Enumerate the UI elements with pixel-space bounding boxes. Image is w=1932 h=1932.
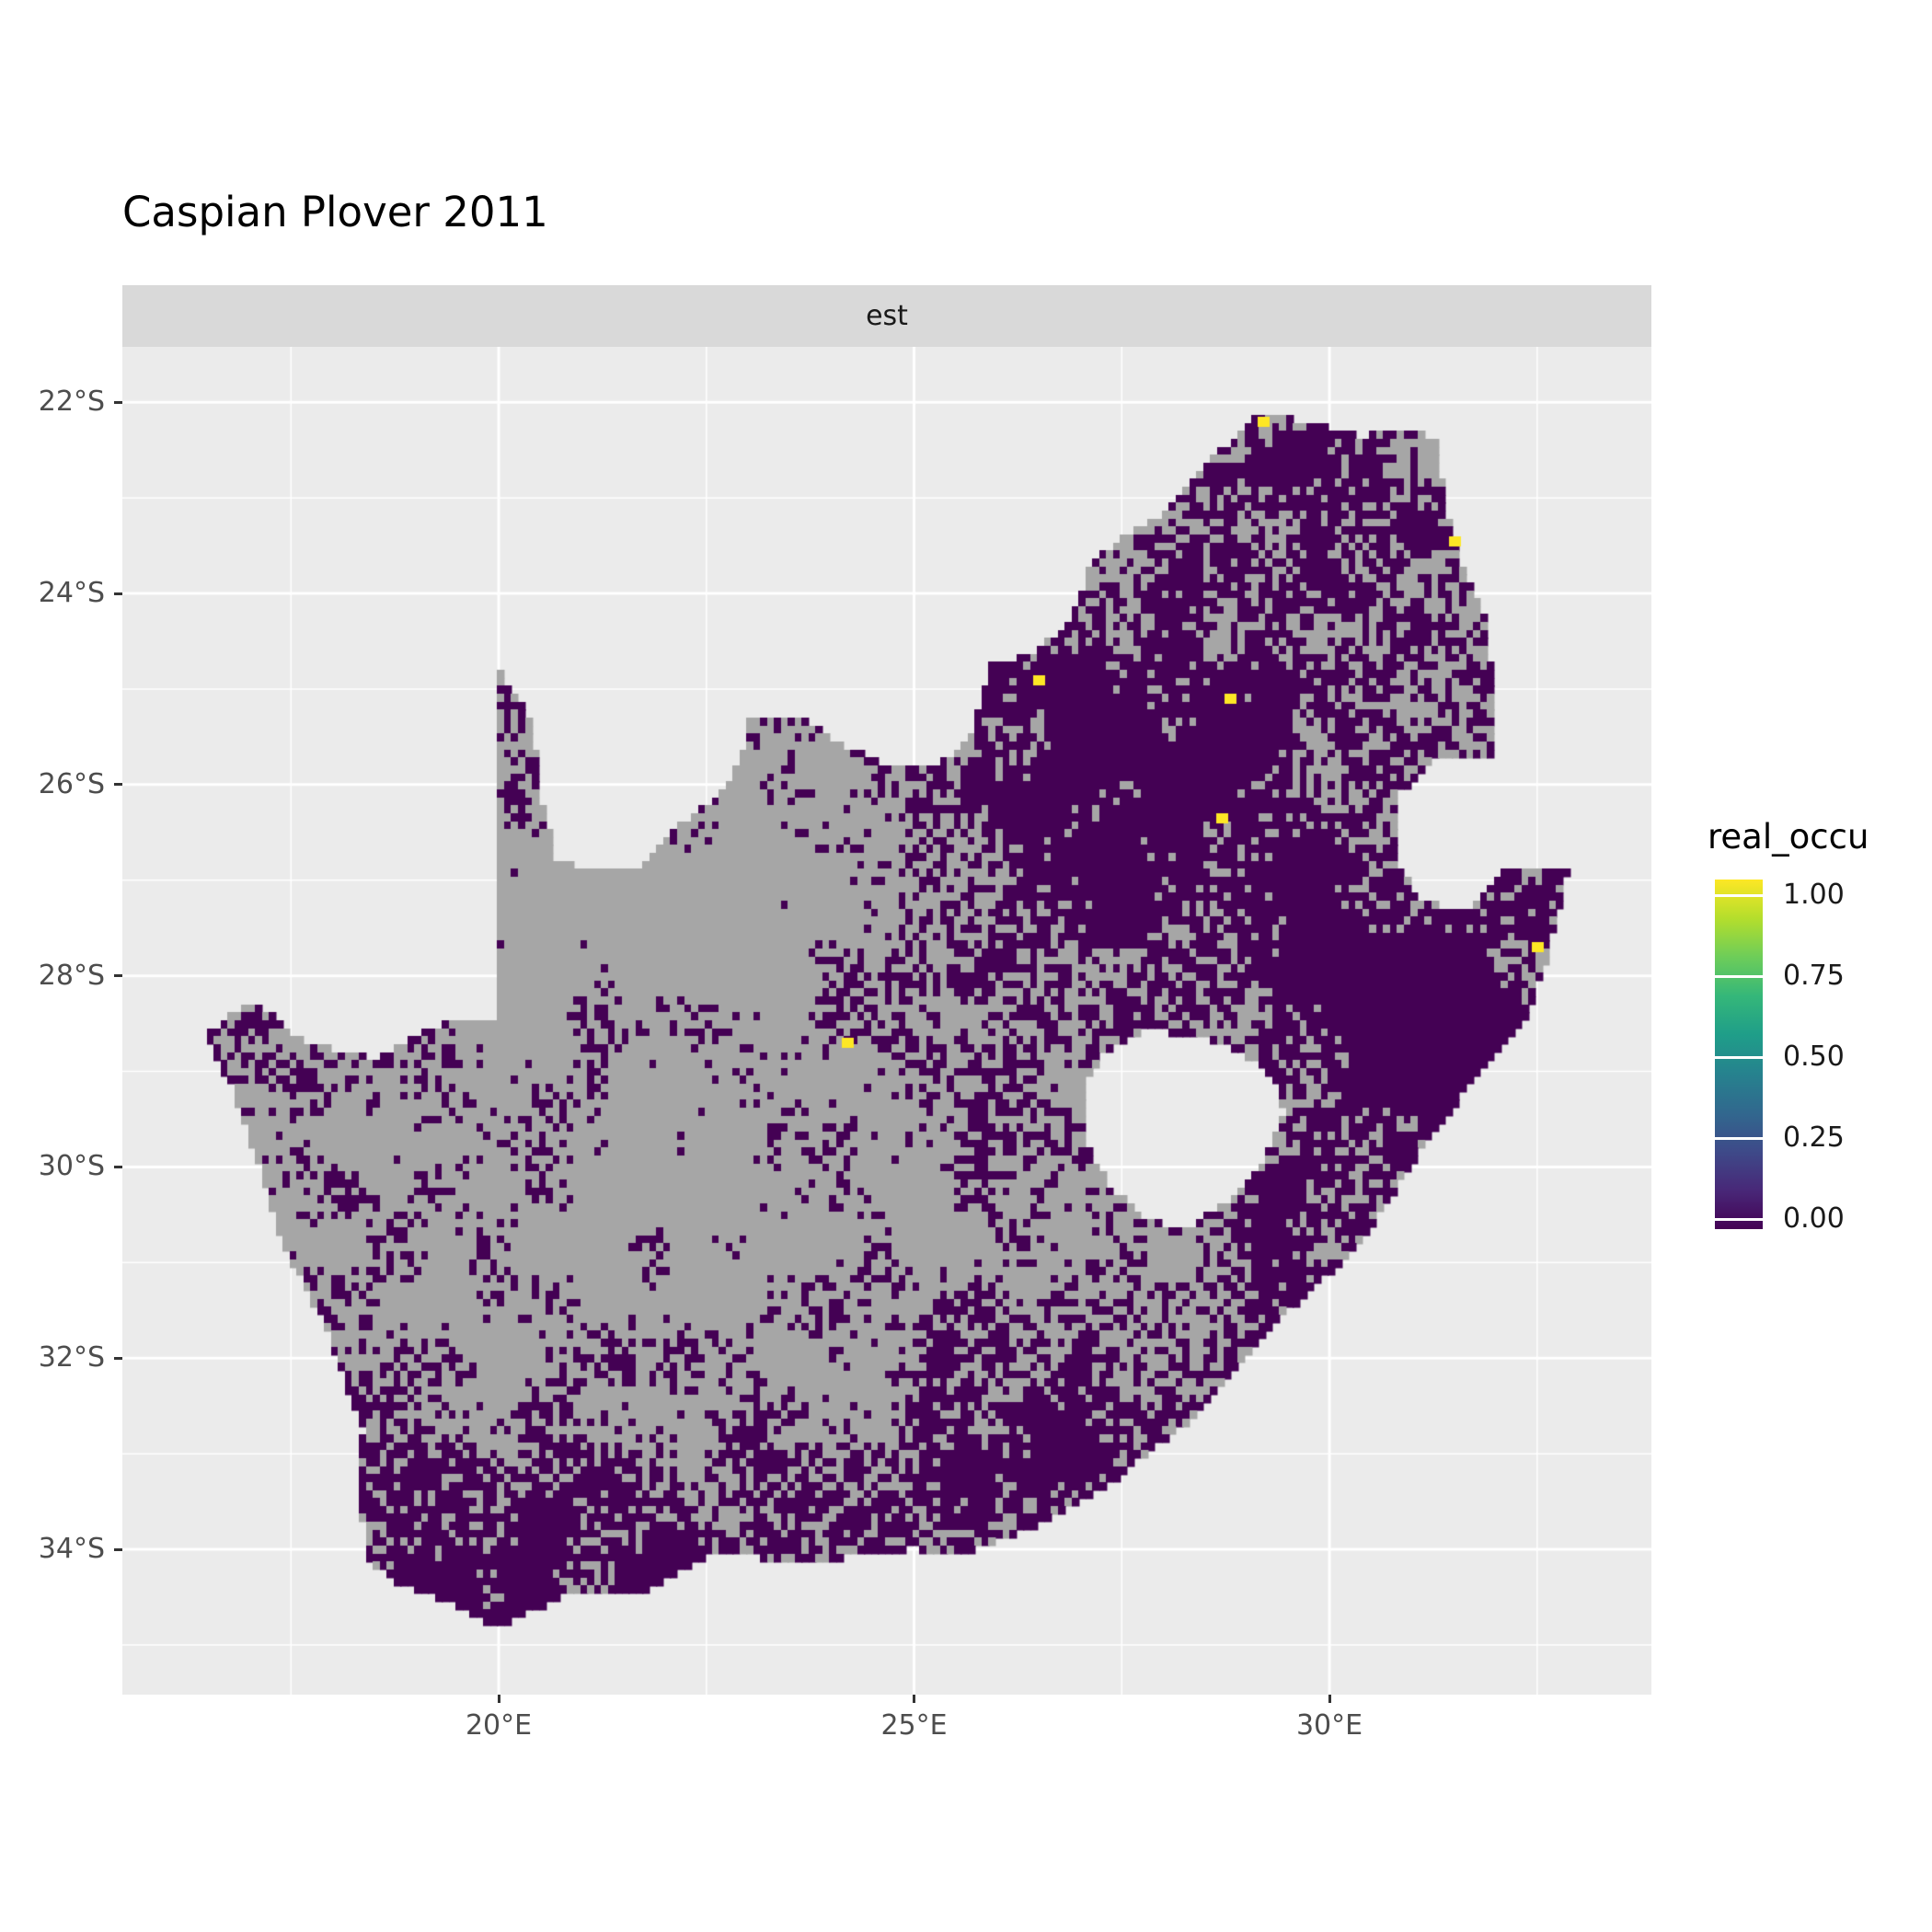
legend-tick-mark	[1715, 893, 1763, 897]
plot-title: Caspian Plover 2011	[122, 188, 548, 236]
y-tick-label: 30°S	[38, 1150, 105, 1183]
legend-tick-mark	[1715, 1055, 1763, 1059]
y-tick-label: 32°S	[38, 1341, 105, 1374]
y-tick-label: 24°S	[38, 577, 105, 610]
legend-tick-label: 1.00	[1783, 879, 1845, 911]
y-tick-mark	[114, 974, 122, 978]
legend-tick-mark	[1715, 974, 1763, 978]
x-tick-label: 20°E	[465, 1709, 533, 1742]
legend-title: real_occu	[1708, 817, 1869, 857]
y-tick-label: 22°S	[38, 385, 105, 419]
y-tick-mark	[114, 592, 122, 595]
x-tick-mark	[1328, 1695, 1331, 1703]
x-tick-mark	[497, 1695, 500, 1703]
legend-colorbar	[1715, 880, 1763, 1229]
y-tick-mark	[114, 400, 122, 404]
legend-tick-label: 0.75	[1783, 960, 1845, 992]
legend-tick-mark	[1715, 1217, 1763, 1221]
map-panel	[122, 347, 1651, 1695]
y-tick-mark	[114, 1165, 122, 1168]
legend-tick-label: 0.00	[1783, 1202, 1845, 1235]
legend-tick-label: 0.25	[1783, 1121, 1845, 1154]
y-tick-mark	[114, 1356, 122, 1360]
y-tick-label: 34°S	[38, 1533, 105, 1566]
map-canvas	[122, 347, 1651, 1695]
y-tick-mark	[114, 783, 122, 787]
facet-strip: est	[122, 285, 1651, 347]
x-tick-mark	[913, 1695, 916, 1703]
x-tick-label: 30°E	[1295, 1709, 1363, 1742]
legend-tick-mark	[1715, 1136, 1763, 1140]
y-tick-label: 26°S	[38, 767, 105, 800]
facet-strip-label: est	[866, 300, 908, 332]
y-tick-label: 28°S	[38, 959, 105, 992]
x-tick-label: 25°E	[880, 1709, 948, 1742]
y-tick-mark	[114, 1547, 122, 1551]
legend-tick-label: 0.50	[1783, 1041, 1845, 1073]
